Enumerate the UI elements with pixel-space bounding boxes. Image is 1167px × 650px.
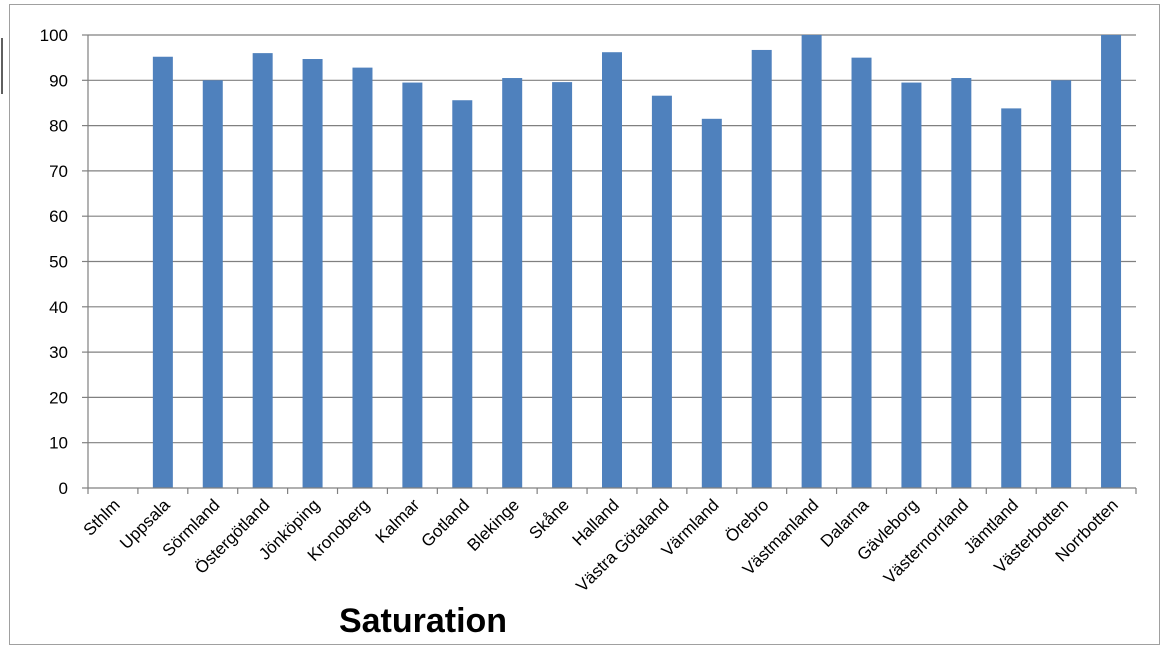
bar xyxy=(1001,108,1022,489)
bar xyxy=(651,95,672,489)
y-tick-label: 20 xyxy=(49,388,68,407)
bar xyxy=(202,80,223,489)
bar xyxy=(602,52,622,489)
chart-title: Saturation xyxy=(339,602,507,640)
bar xyxy=(452,100,473,489)
y-tick-label: 50 xyxy=(49,253,68,272)
bars xyxy=(152,35,1122,489)
bar xyxy=(751,49,772,488)
bar xyxy=(951,78,972,488)
bar xyxy=(552,82,573,488)
bar xyxy=(252,53,273,489)
bar xyxy=(851,57,872,489)
bar xyxy=(801,35,822,488)
y-tick-label: 60 xyxy=(49,207,68,226)
bar xyxy=(152,56,173,489)
bar xyxy=(1051,80,1072,489)
bar xyxy=(402,82,423,488)
bar xyxy=(302,59,323,488)
bar xyxy=(1101,35,1122,488)
bar xyxy=(701,118,722,489)
bar xyxy=(352,67,373,488)
y-tick-label: 10 xyxy=(49,434,68,453)
bar xyxy=(502,78,523,488)
y-tick-label: 100 xyxy=(40,26,68,45)
y-tick-labels: 0 10 20 30 40 50 60 70 80 90 100 xyxy=(40,26,68,498)
y-tick-label: 80 xyxy=(49,117,68,136)
y-tick-label: 30 xyxy=(49,343,68,362)
bar xyxy=(901,82,922,488)
y-tick-label: 40 xyxy=(49,298,68,317)
y-tick-label: 70 xyxy=(49,162,68,181)
y-tick-label: 0 xyxy=(59,479,68,498)
axes xyxy=(87,35,1137,494)
y-tick-label: 90 xyxy=(49,71,68,90)
